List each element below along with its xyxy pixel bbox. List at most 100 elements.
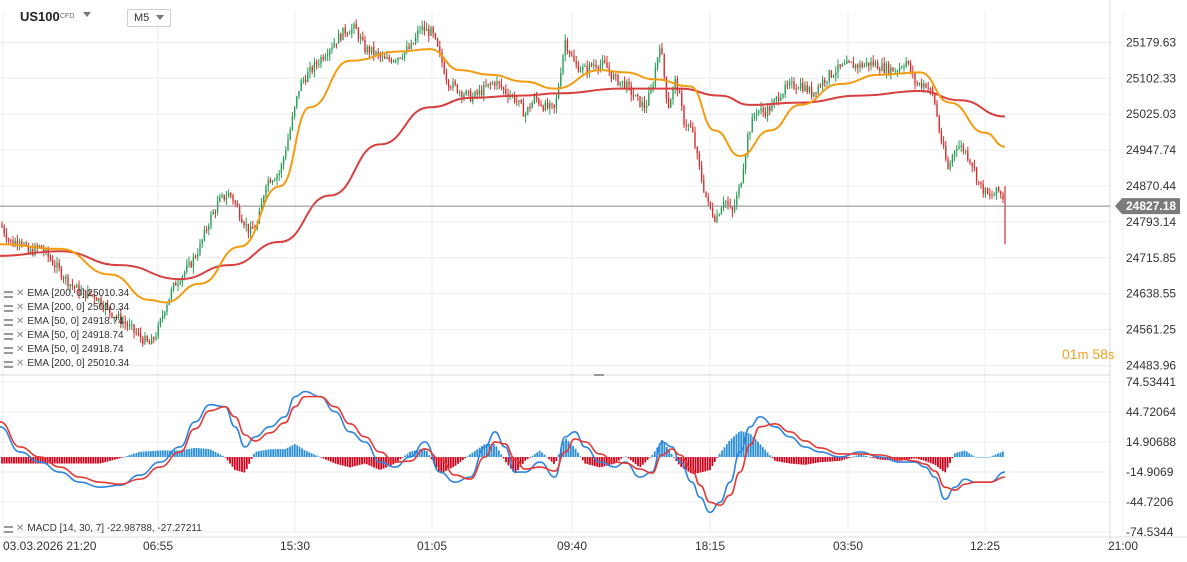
candle-body bbox=[155, 336, 157, 340]
candle-body bbox=[738, 186, 740, 196]
candle-body bbox=[135, 332, 137, 334]
candle-body bbox=[432, 27, 434, 34]
histogram-bar bbox=[829, 457, 831, 462]
close-icon[interactable]: ✕ bbox=[16, 316, 25, 327]
candle-body bbox=[747, 134, 749, 155]
candle-body bbox=[366, 46, 368, 53]
histogram-bar bbox=[272, 449, 275, 457]
candle-body bbox=[579, 70, 582, 72]
histogram-bar bbox=[994, 454, 997, 457]
timeframe-select[interactable]: M5 bbox=[127, 9, 171, 27]
histogram-bar bbox=[394, 457, 397, 464]
candle-body bbox=[47, 249, 49, 257]
candle-body bbox=[183, 271, 186, 277]
candle-body bbox=[654, 68, 657, 86]
candle-body bbox=[1002, 194, 1004, 200]
candle-body bbox=[960, 145, 962, 147]
candle-body bbox=[524, 113, 527, 117]
candle-body bbox=[375, 51, 377, 55]
candle-body bbox=[421, 26, 423, 30]
menu-icon[interactable] bbox=[4, 304, 13, 312]
candle-body bbox=[25, 243, 27, 245]
histogram-bar bbox=[149, 451, 152, 457]
histogram-bar bbox=[334, 457, 337, 464]
candle-body bbox=[513, 94, 516, 102]
candle-body bbox=[859, 63, 861, 68]
legend-row[interactable]: ✕ EMA [200, 0] 25010.34 bbox=[4, 287, 129, 301]
close-icon[interactable]: ✕ bbox=[16, 330, 25, 341]
candle-body bbox=[164, 311, 166, 316]
candle-body bbox=[839, 64, 841, 67]
histogram-bar bbox=[759, 444, 762, 457]
candle-body bbox=[707, 196, 709, 202]
close-icon[interactable]: ✕ bbox=[16, 358, 25, 369]
legend-row[interactable]: ✕ EMA [50, 0] 24918.74 bbox=[4, 329, 129, 343]
candle-body bbox=[161, 315, 164, 319]
candle-body bbox=[179, 282, 181, 284]
histogram-bar bbox=[466, 456, 469, 457]
candle-body bbox=[819, 85, 822, 87]
candle-body bbox=[139, 333, 142, 339]
candle-body bbox=[540, 104, 542, 106]
histogram-bar bbox=[565, 438, 567, 457]
candle-body bbox=[986, 188, 989, 194]
histogram-bar bbox=[987, 457, 990, 458]
candle-body bbox=[637, 94, 639, 97]
histogram-bar bbox=[946, 457, 949, 468]
histogram-bar bbox=[788, 457, 791, 464]
chevron-down-icon[interactable] bbox=[83, 12, 91, 17]
legend-row[interactable]: ✕ EMA [200, 0] 25010.34 bbox=[4, 301, 129, 315]
legend-row[interactable]: ✕ EMA [50, 0] 24918.74 bbox=[4, 315, 129, 329]
candle-body bbox=[835, 72, 837, 76]
histogram-bar bbox=[430, 457, 433, 460]
menu-icon[interactable] bbox=[4, 346, 13, 354]
time-tick-label: 03:50 bbox=[833, 539, 863, 553]
candle-body bbox=[522, 103, 525, 117]
legend-row[interactable]: ✕ EMA [200, 0] 25010.34 bbox=[4, 357, 129, 371]
menu-icon[interactable] bbox=[4, 290, 13, 298]
histogram-bar bbox=[781, 457, 783, 463]
histogram-bar bbox=[603, 457, 606, 467]
menu-icon[interactable] bbox=[4, 525, 13, 533]
menu-icon[interactable] bbox=[4, 360, 13, 368]
candle-body bbox=[483, 85, 485, 96]
candle-body bbox=[18, 241, 21, 245]
close-icon[interactable]: ✕ bbox=[16, 523, 25, 534]
candle-body bbox=[535, 96, 538, 99]
close-icon[interactable]: ✕ bbox=[16, 302, 25, 313]
histogram-bar bbox=[106, 457, 109, 462]
candle-body bbox=[58, 262, 60, 268]
histogram-bar bbox=[545, 456, 548, 458]
candle-body bbox=[381, 56, 384, 58]
histogram-bar bbox=[406, 453, 409, 457]
candle-body bbox=[604, 60, 606, 63]
histogram-bar bbox=[209, 449, 212, 457]
candle-body bbox=[896, 71, 899, 73]
legend-label: EMA [50, 0] 24918.74 bbox=[27, 316, 124, 327]
legend-row[interactable]: ✕ MACD [14, 30, 7] -22.98788, -27.27211 bbox=[4, 522, 202, 536]
candle-body bbox=[337, 33, 340, 44]
menu-icon[interactable] bbox=[4, 318, 13, 326]
candle-body bbox=[934, 94, 936, 104]
histogram-bar bbox=[231, 457, 234, 467]
menu-icon[interactable] bbox=[4, 332, 13, 340]
histogram-bar bbox=[728, 441, 731, 457]
histogram-bar bbox=[481, 446, 483, 457]
candle-body bbox=[755, 112, 758, 115]
candle-body bbox=[71, 284, 74, 287]
candle-body bbox=[166, 304, 168, 312]
candle-body bbox=[813, 92, 815, 97]
close-icon[interactable]: ✕ bbox=[16, 288, 25, 299]
candle-body bbox=[799, 83, 802, 89]
symbol-name[interactable]: US100 bbox=[20, 9, 60, 24]
candle-body bbox=[628, 81, 630, 86]
histogram-bar bbox=[241, 457, 243, 472]
candle-body bbox=[109, 306, 111, 313]
histogram-bar bbox=[286, 447, 289, 457]
candle-body bbox=[205, 229, 208, 231]
histogram-bar bbox=[109, 457, 111, 461]
legend-row[interactable]: ✕ EMA [50, 0] 24918.74 bbox=[4, 343, 129, 357]
close-icon[interactable]: ✕ bbox=[16, 344, 25, 355]
histogram-bar bbox=[260, 450, 263, 458]
